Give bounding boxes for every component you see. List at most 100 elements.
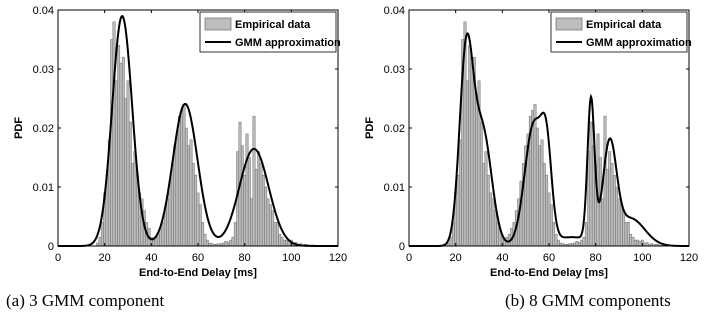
x-axis-label: End-to-End Delay [ms] (490, 267, 608, 279)
histogram-bar (264, 186, 268, 247)
histogram-bar (580, 239, 584, 247)
histogram-bar (257, 151, 261, 247)
legend-label-gmm: GMM approximation (586, 37, 692, 49)
legend-label-histogram: Empirical data (235, 19, 311, 31)
histogram-bar (191, 163, 195, 247)
y-tick-label: 0.02 (384, 123, 405, 135)
caption-a: (a) 3 GMM component (6, 291, 165, 310)
histogram-bar (624, 222, 628, 247)
histogram-bar (575, 241, 579, 247)
chart-panel-b: 0 20 40 60 80 100 120 0 0.01 0.02 0.03 0.04 End-to-E… (351, 0, 711, 320)
histogram-bar (124, 98, 128, 247)
histogram-bar (456, 174, 460, 247)
histogram-bar (121, 56, 125, 247)
histogram-bar (542, 163, 546, 247)
histogram-bar (273, 222, 277, 247)
histogram-bar (187, 145, 191, 247)
histogram-bar (131, 163, 135, 247)
histogram-bar (617, 198, 621, 247)
x-tick-label: 120 (329, 252, 347, 264)
legend-swatch-histogram (555, 17, 583, 31)
x-tick-label: 100 (282, 252, 300, 264)
histogram-bar (203, 233, 207, 247)
histogram-bar (491, 198, 495, 247)
histogram-bar (626, 222, 630, 247)
histogram-bar (168, 180, 172, 247)
histogram-bar (482, 163, 486, 247)
y-tick-label: 0 (399, 241, 405, 253)
histogram-bar (177, 115, 181, 247)
histogram-bar (545, 174, 549, 247)
histogram-bar (259, 163, 263, 247)
histogram-bar (645, 242, 649, 247)
histogram-bar (198, 204, 202, 247)
histogram-bar (484, 151, 488, 247)
histogram-bar (110, 39, 114, 247)
histogram-bar (224, 241, 228, 247)
histogram-bar (252, 115, 256, 247)
histogram-bar (556, 239, 560, 247)
histogram-bar (493, 210, 497, 247)
histogram-bar (194, 174, 198, 247)
histogram-bar (486, 174, 490, 247)
x-tick-label: 120 (680, 252, 698, 264)
x-tick-label: 100 (633, 252, 651, 264)
x-axis-label: End-to-End Delay [ms] (139, 267, 257, 279)
histogram-bar (226, 242, 230, 247)
histogram-bar (577, 242, 581, 247)
histogram-bar (629, 233, 633, 247)
histogram-bar (475, 98, 479, 247)
histogram-bar (247, 157, 251, 247)
histogram-bar (266, 198, 270, 247)
histogram-bar (538, 145, 542, 247)
histogram-bar (554, 233, 558, 247)
x-tick-label: 40 (496, 252, 508, 264)
y-tick-label: 0.04 (33, 5, 54, 17)
histogram-bar (610, 163, 614, 247)
histogram-bar (180, 110, 184, 247)
histogram-bar (254, 169, 258, 247)
histogram-bar (271, 210, 275, 247)
y-tick-label: 0.04 (384, 5, 405, 17)
histogram-bar (465, 80, 469, 247)
chart-a: 0 20 40 60 80 100 120 0 0.01 0.02 0.03 0.04 End-to-E… (13, 5, 347, 279)
x-tick-label: 20 (99, 252, 111, 264)
histogram-bar (173, 145, 177, 247)
histogram-bar (619, 204, 623, 247)
histogram-bar (280, 236, 284, 247)
histogram-bar (533, 104, 537, 247)
histogram-bar (285, 239, 289, 247)
histogram-bar (161, 222, 165, 247)
histogram-bar (128, 121, 132, 247)
chart-panel-a: 0 20 40 60 80 100 120 0 0.01 0.02 0.03 0.04 End-to-E… (13, 5, 347, 279)
x-tick-label: 20 (450, 252, 462, 264)
histogram-bar (458, 139, 462, 247)
histogram-bar (245, 133, 249, 247)
histogram-bar (496, 222, 500, 247)
histogram-bar (584, 222, 588, 247)
y-tick-label: 0.02 (33, 123, 54, 135)
y-tick-label: 0.03 (384, 64, 405, 76)
histogram-bar (126, 80, 130, 247)
legend: Empirical data GMM approximation (199, 11, 341, 53)
histogram-bar (601, 198, 605, 247)
histogram-bar (175, 133, 179, 247)
histogram-bar (622, 210, 626, 247)
histogram-bar (189, 139, 193, 247)
x-tick-label: 0 (55, 252, 61, 264)
histogram-bar (112, 21, 116, 247)
histogram-bar (605, 169, 609, 247)
histogram-bar (275, 222, 279, 247)
histogram-bar (531, 110, 535, 247)
histogram-bar (282, 239, 286, 247)
x-tick-label: 80 (239, 252, 251, 264)
histogram-bar (114, 80, 118, 247)
legend-label-gmm: GMM approximation (235, 37, 341, 49)
histogram-bar (589, 121, 593, 247)
histogram-bar (233, 222, 237, 247)
legend-swatch-histogram (204, 17, 232, 31)
histogram-bar (549, 204, 553, 247)
histogram-bar (540, 139, 544, 247)
histogram-bar (631, 236, 635, 247)
histogram-bar (608, 151, 612, 247)
